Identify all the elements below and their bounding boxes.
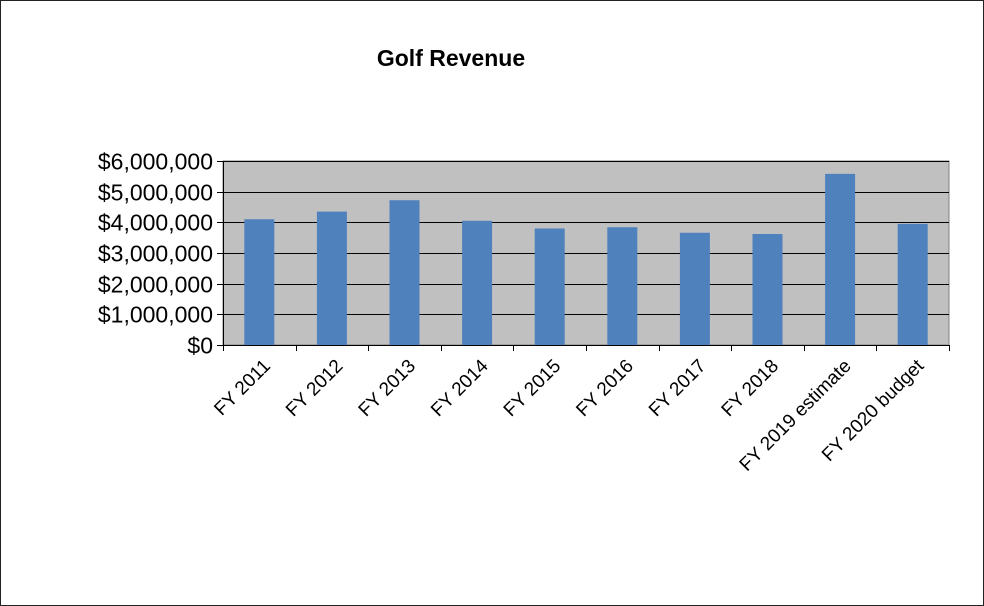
x-tick-label: FY 2011 <box>210 356 274 420</box>
bar <box>825 173 856 345</box>
bar <box>244 219 275 345</box>
bar <box>897 223 928 345</box>
x-tick-label: FY 2015 <box>500 356 565 421</box>
bar <box>534 228 565 345</box>
bar <box>462 220 493 345</box>
bar <box>389 200 420 345</box>
y-tick-label: $5,000,000 <box>98 180 213 206</box>
chart-title: Golf Revenue <box>376 45 526 71</box>
x-tick-label: FY 2016 <box>572 356 637 421</box>
x-tick-label: FY 2014 <box>427 355 493 421</box>
x-tick-label: FY 2013 <box>355 356 420 421</box>
y-tick-label: $6,000,000 <box>98 149 213 175</box>
y-tick-label: $0 <box>187 333 213 359</box>
x-tick-label: FY 2012 <box>282 356 347 421</box>
y-tick-label: $3,000,000 <box>98 241 213 267</box>
bar <box>607 227 638 345</box>
x-tick-label: FY 2017 <box>645 356 710 421</box>
bar <box>752 233 783 345</box>
bar <box>316 211 347 345</box>
y-tick-label: $4,000,000 <box>98 210 213 236</box>
bar <box>679 232 710 345</box>
y-tick-label: $2,000,000 <box>98 272 213 298</box>
y-tick-label: $1,000,000 <box>98 302 213 328</box>
x-tick-label: FY 2018 <box>718 356 783 421</box>
